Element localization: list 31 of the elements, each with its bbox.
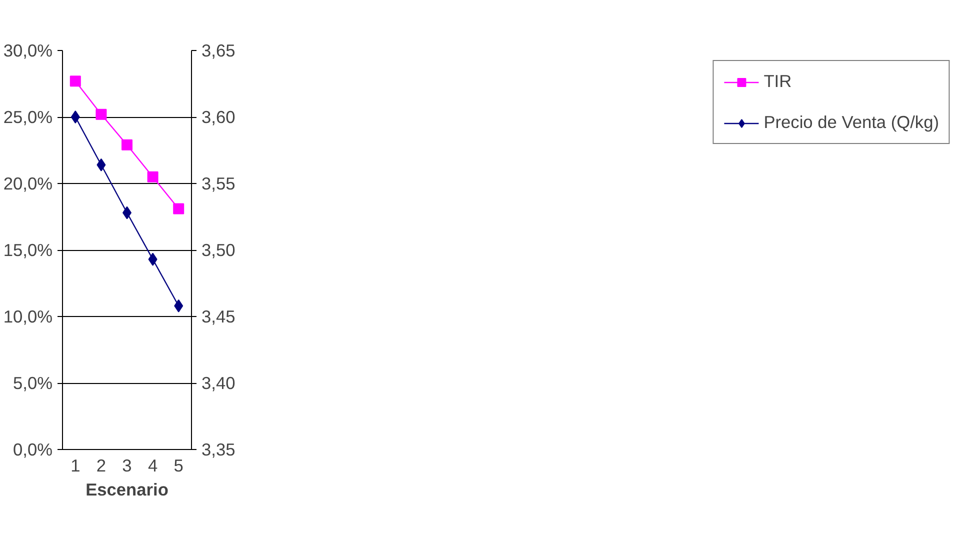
y2-tick-label: 3,35 (202, 440, 236, 460)
y2-tick-label: 3,60 (202, 107, 236, 127)
point (174, 299, 184, 312)
point (70, 110, 80, 124)
x-tick-label: 3 (122, 456, 132, 476)
legend-label: Precio de Venta (Q/kg) (764, 112, 939, 133)
y2-tick-label: 3,65 (202, 40, 236, 60)
point (173, 203, 184, 214)
point (147, 171, 158, 182)
point (122, 139, 132, 150)
y2-tick-label: 3,55 (202, 174, 236, 194)
point (96, 108, 107, 120)
y-tick-label: 25,0% (3, 107, 53, 127)
y2-tick-label: 3,45 (202, 306, 236, 326)
y-tick-label: 15,0% (3, 240, 53, 260)
point (96, 158, 106, 172)
legend-label: TIR (764, 71, 792, 92)
y-tick-label: 30,0% (3, 40, 53, 60)
point (70, 76, 81, 87)
x-axis-title: Escenario (86, 480, 168, 500)
point (148, 252, 158, 266)
x-tick-label: 4 (148, 456, 158, 476)
x-tick-label: 5 (174, 456, 184, 476)
x-tick-label: 1 (70, 456, 80, 476)
y-tick-label: 10,0% (3, 306, 53, 326)
y-tick-label: 5,0% (13, 373, 53, 393)
y-tick-label: 0,0% (13, 440, 53, 460)
y-tick-label: 20,0% (3, 174, 53, 194)
y2-tick-label: 3,40 (202, 373, 236, 393)
x-tick-label: 2 (96, 456, 106, 476)
y2-tick-label: 3,50 (202, 240, 236, 260)
